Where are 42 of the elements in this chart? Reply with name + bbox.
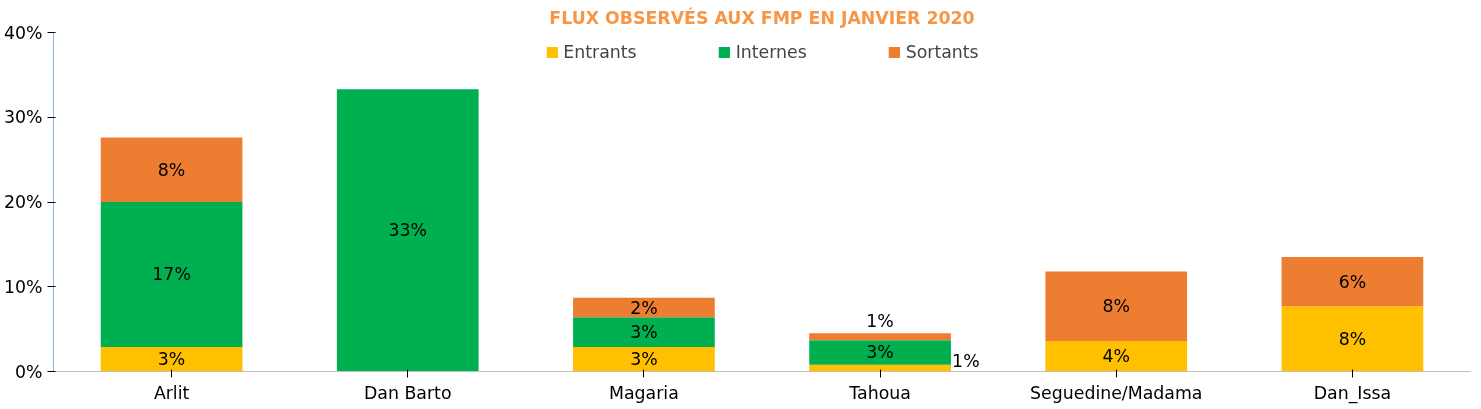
x-tick-label: Arlit xyxy=(153,382,190,403)
data-label: 33% xyxy=(388,220,428,241)
bar xyxy=(100,346,243,372)
data-label: 2% xyxy=(630,297,658,318)
data-label: 17% xyxy=(152,264,191,285)
y-tick-label: 20% xyxy=(3,192,43,212)
data-label: 3% xyxy=(157,349,186,370)
bar xyxy=(1281,257,1424,307)
y-tick-label: 10% xyxy=(3,276,43,297)
y-tick-label: 40% xyxy=(3,22,43,43)
legend-label: Entrants xyxy=(563,42,637,62)
bar xyxy=(1045,340,1188,372)
data-label: 3% xyxy=(866,342,894,363)
data-label: 8% xyxy=(1338,328,1367,349)
legend-label: Sortants xyxy=(905,42,979,62)
x-tick-label: Tahoua xyxy=(848,382,911,403)
bar xyxy=(1045,271,1188,341)
bar xyxy=(573,346,715,372)
y-tick-label: 30% xyxy=(3,107,43,128)
bar xyxy=(100,202,243,347)
legend-label: Internes xyxy=(735,42,807,62)
chart-title: FLUX OBSERVÉS AUX FMP EN JANVIER 2020 xyxy=(549,6,975,28)
data-label: 3% xyxy=(630,349,658,370)
data-label: 8% xyxy=(157,159,186,180)
data-label: 1% xyxy=(952,351,980,372)
bar xyxy=(100,137,243,202)
bar xyxy=(573,297,715,318)
bar xyxy=(336,89,479,372)
x-tick-label: Seguedine/Madama xyxy=(1030,382,1203,403)
data-label: 3% xyxy=(630,322,658,343)
x-tick-label: Magaria xyxy=(609,382,679,403)
bar xyxy=(809,333,951,341)
bar xyxy=(1281,306,1424,372)
x-tick-label: Dan Barto xyxy=(364,382,452,403)
data-label: 4% xyxy=(1102,346,1131,367)
data-label: 8% xyxy=(1102,296,1131,317)
bar xyxy=(809,340,951,365)
data-label: 1% xyxy=(866,310,894,331)
y-tick-label: 0% xyxy=(15,361,43,382)
bar xyxy=(573,317,715,347)
data-label: 6% xyxy=(1338,271,1367,292)
x-tick-label: Dan_Issa xyxy=(1313,382,1392,404)
